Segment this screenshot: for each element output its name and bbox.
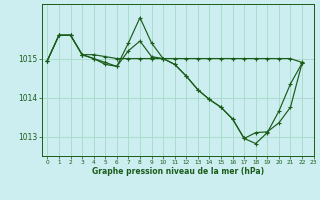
X-axis label: Graphe pression niveau de la mer (hPa): Graphe pression niveau de la mer (hPa) — [92, 167, 264, 176]
